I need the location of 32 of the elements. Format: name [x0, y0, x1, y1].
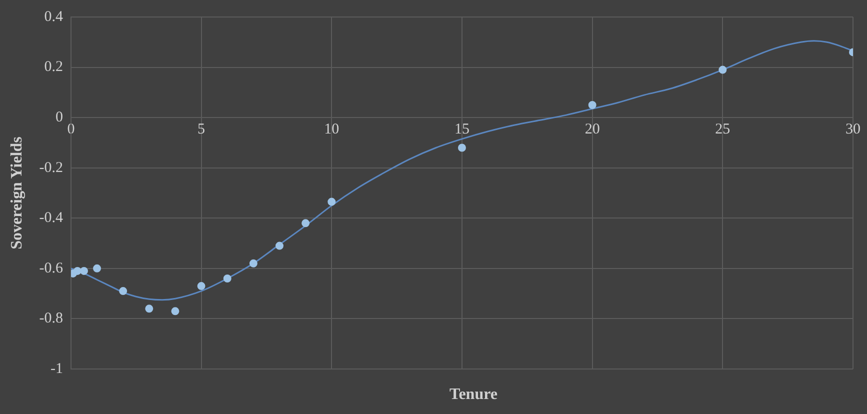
point — [328, 198, 336, 206]
y-axis-title: Sovereign Yields — [8, 136, 26, 250]
point — [73, 266, 82, 275]
point — [223, 274, 232, 282]
point — [80, 266, 88, 275]
x-tick-label: 15 — [454, 122, 470, 138]
point — [458, 144, 466, 152]
x-tick-label: 5 — [198, 122, 206, 138]
y-tick-label: -1 — [50, 360, 63, 377]
point — [302, 219, 310, 228]
point — [275, 242, 284, 250]
point — [249, 259, 258, 268]
y-tick-label: -0.2 — [39, 160, 63, 176]
x-tick-label: 25 — [715, 122, 730, 138]
point — [119, 287, 128, 296]
point — [718, 66, 727, 74]
x-tick-label: 20 — [584, 122, 600, 138]
point — [93, 264, 102, 272]
x-tick-label: 30 — [846, 122, 860, 138]
y-tick-label: 0.4 — [44, 8, 64, 25]
y-tick-label: 0 — [55, 110, 63, 126]
x-axis-title: Tenure — [448, 386, 498, 404]
point — [588, 101, 596, 109]
point — [145, 304, 154, 313]
y-tick-label: -0.4 — [39, 210, 64, 226]
x-tick-label: 10 — [324, 122, 340, 138]
y-tick-label: 0.2 — [44, 59, 63, 76]
x-tick-label: 0 — [67, 122, 75, 138]
y-tick-label: -0.8 — [39, 310, 63, 327]
point — [197, 282, 206, 290]
point — [171, 307, 180, 316]
y-tick-label: -0.6 — [39, 260, 64, 276]
